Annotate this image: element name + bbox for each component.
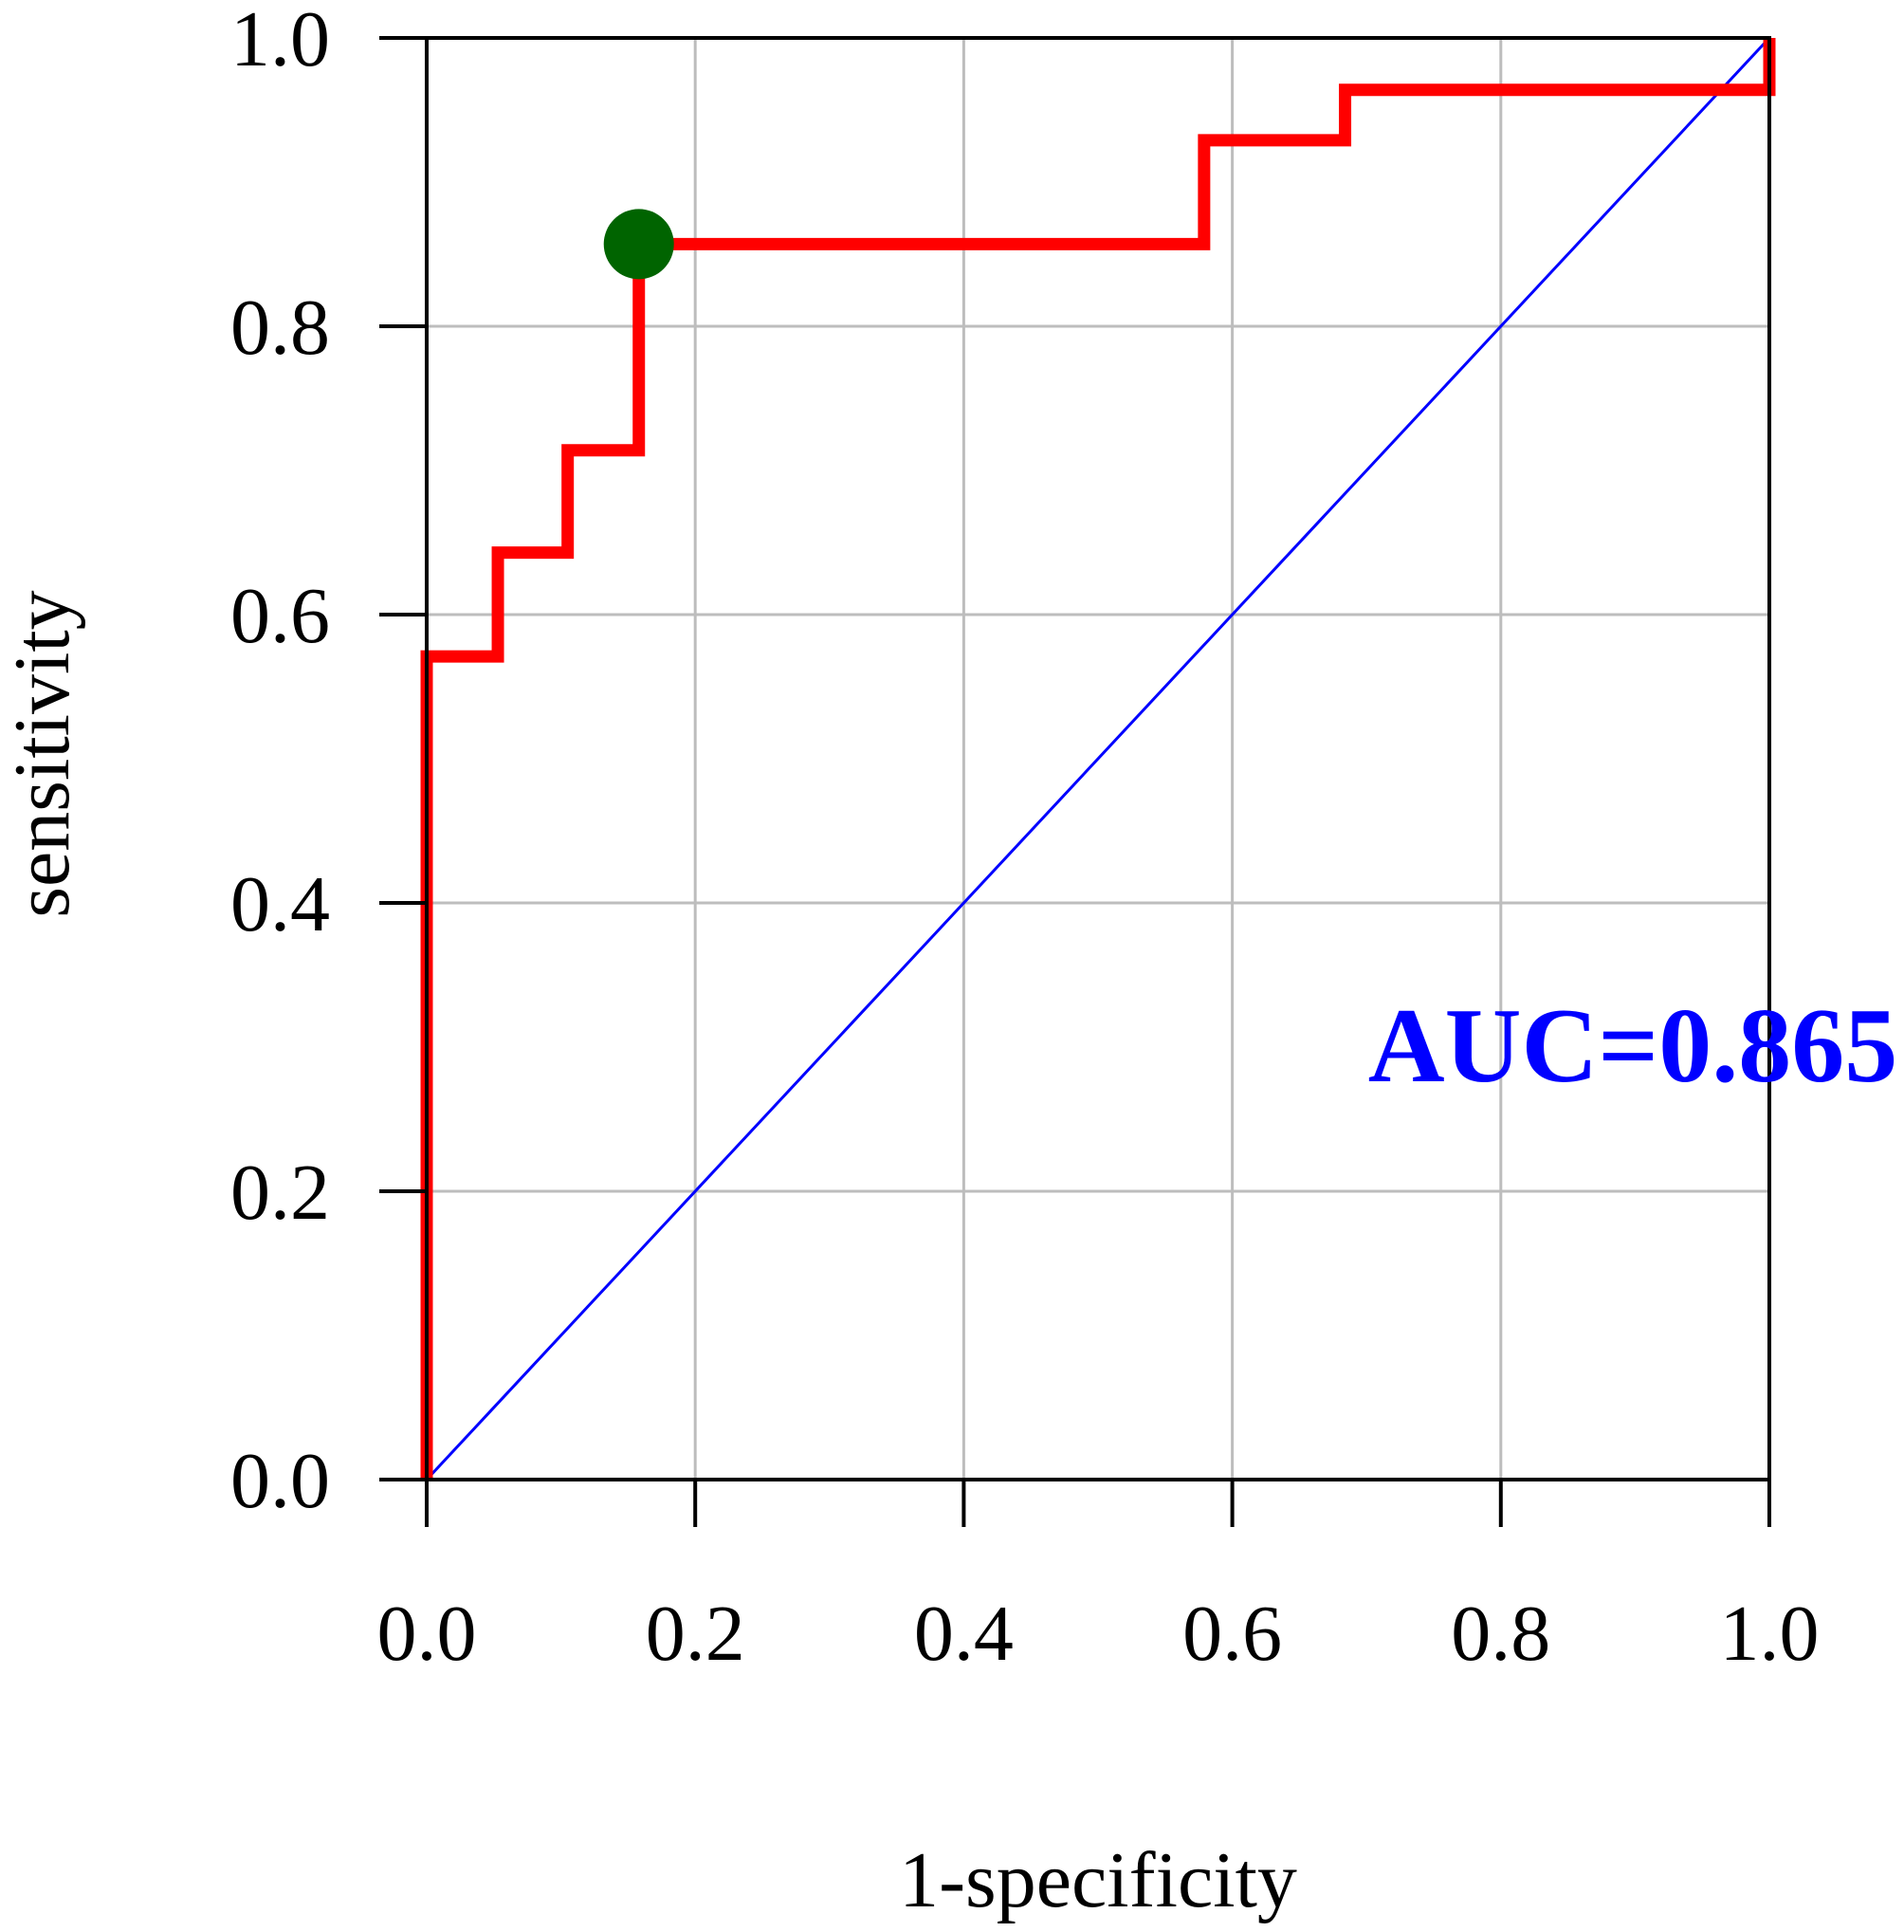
x-tick-label: 0.4 [914, 1590, 1014, 1678]
x-tick-label: 1.0 [1720, 1590, 1820, 1678]
roc-line [420, 38, 1776, 1480]
y-tick-label: 0.8 [230, 284, 330, 372]
x-tick-label: 0.2 [646, 1590, 745, 1678]
y-tick-label: 1.0 [230, 0, 330, 83]
optimal-point [603, 209, 674, 280]
reference-diagonal [425, 36, 1771, 1481]
y-tick-label: 0.2 [230, 1149, 330, 1237]
roc-curve [420, 38, 1776, 1480]
x-tick-label: 0.6 [1182, 1590, 1282, 1678]
x-tick-label: 0.8 [1451, 1590, 1550, 1678]
y-tick-label: 0.6 [230, 572, 330, 660]
plot-frame [425, 36, 1771, 1481]
auc-annotation: AUC=0.865 [1368, 987, 1897, 1105]
y-axis-title: sensitivity [0, 590, 86, 917]
axis-ticks: 0.0 0.2 0.4 0.6 0.8 1.0 0.0 0.2 0.4 0.6 0.8 1.0 [230, 0, 1820, 1678]
diagonal-line [425, 36, 1771, 1481]
plot-border [425, 36, 1771, 1481]
y-tick-label: 0.4 [230, 860, 330, 948]
x-tick-label: 0.0 [377, 1590, 477, 1678]
y-tick-label: 0.0 [230, 1437, 330, 1525]
x-axis-title: 1-specificity [899, 1836, 1297, 1924]
optimal-cutoff-marker [603, 209, 674, 280]
